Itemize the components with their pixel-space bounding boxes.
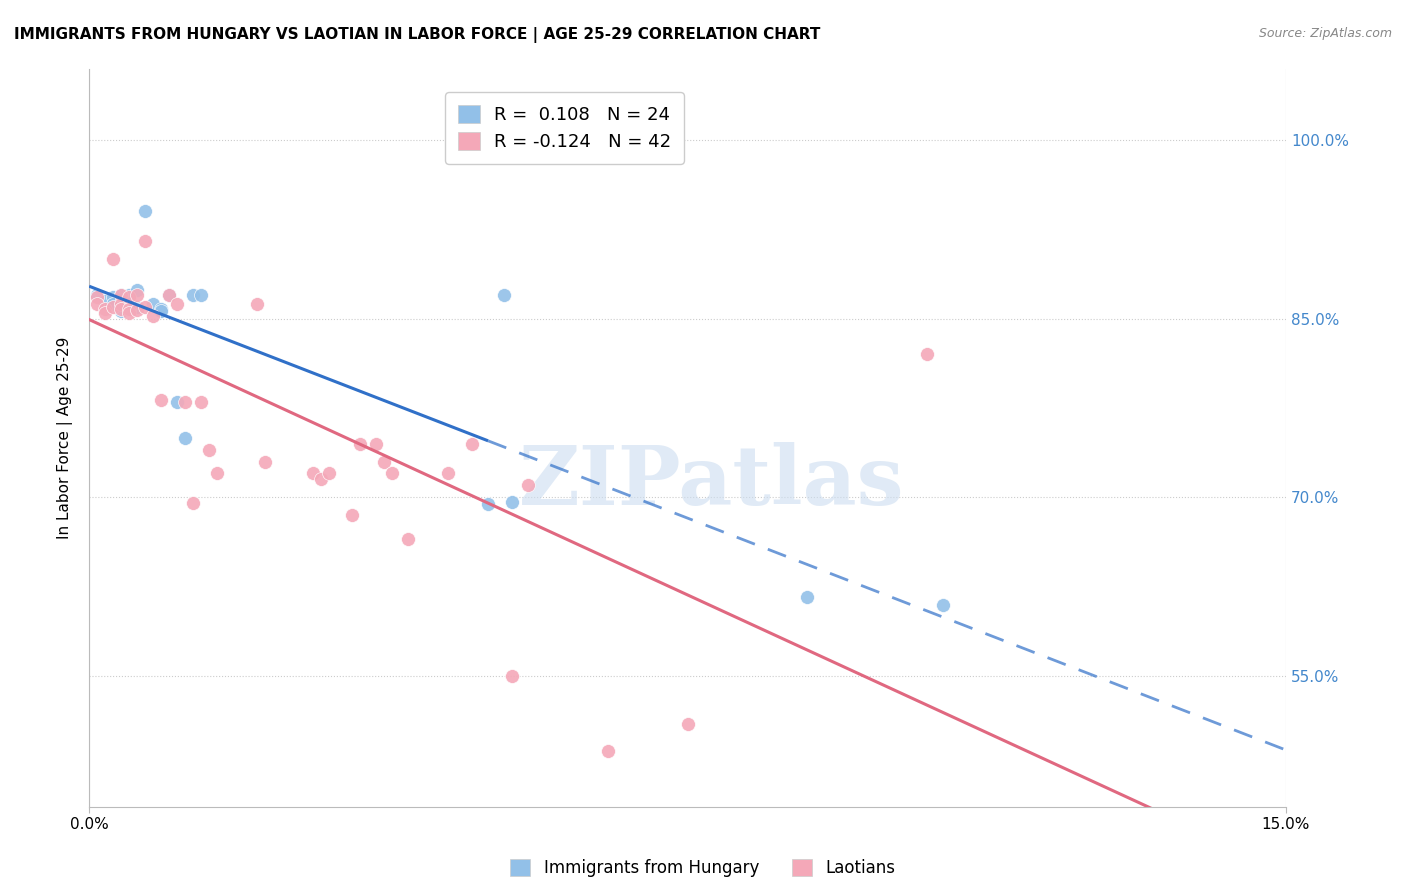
Point — [118, 290, 141, 304]
Point — [501, 669, 523, 683]
Point — [492, 288, 515, 302]
Point — [461, 436, 484, 450]
Point — [142, 297, 165, 311]
Point — [477, 498, 499, 512]
Point — [174, 431, 197, 445]
Point — [676, 716, 699, 731]
Point — [110, 297, 132, 311]
Point — [349, 436, 371, 450]
Point — [190, 395, 212, 409]
Y-axis label: In Labor Force | Age 25-29: In Labor Force | Age 25-29 — [58, 336, 73, 539]
Point — [190, 288, 212, 302]
Text: IMMIGRANTS FROM HUNGARY VS LAOTIAN IN LABOR FORCE | AGE 25-29 CORRELATION CHART: IMMIGRANTS FROM HUNGARY VS LAOTIAN IN LA… — [14, 27, 821, 43]
Point — [110, 302, 132, 317]
Point — [125, 288, 148, 302]
Point — [101, 252, 124, 266]
Point — [118, 302, 141, 317]
Point — [366, 436, 388, 450]
Point — [101, 290, 124, 304]
Point — [110, 288, 132, 302]
Point — [142, 310, 165, 324]
Point — [157, 288, 180, 302]
Point — [149, 392, 172, 407]
Point — [94, 302, 117, 317]
Point — [86, 288, 108, 302]
Point — [596, 744, 619, 758]
Legend: Immigrants from Hungary, Laotians: Immigrants from Hungary, Laotians — [503, 852, 903, 884]
Point — [915, 347, 938, 361]
Point — [134, 204, 156, 219]
Point — [205, 467, 228, 481]
Point — [125, 300, 148, 314]
Point — [932, 598, 955, 612]
Point — [501, 495, 523, 509]
Point — [110, 304, 132, 318]
Point — [134, 300, 156, 314]
Text: ZIPatlas: ZIPatlas — [519, 442, 904, 522]
Point — [157, 288, 180, 302]
Point — [118, 300, 141, 314]
Point — [437, 467, 460, 481]
Point — [118, 288, 141, 302]
Point — [309, 472, 332, 486]
Point — [342, 508, 364, 523]
Point — [166, 297, 188, 311]
Point — [373, 454, 395, 468]
Point — [110, 288, 132, 302]
Point — [86, 290, 108, 304]
Point — [381, 467, 404, 481]
Point — [246, 297, 269, 311]
Point — [253, 454, 276, 468]
Point — [517, 478, 540, 492]
Point — [134, 234, 156, 248]
Point — [174, 395, 197, 409]
Text: Source: ZipAtlas.com: Source: ZipAtlas.com — [1258, 27, 1392, 40]
Point — [125, 303, 148, 318]
Point — [796, 591, 818, 605]
Point — [166, 395, 188, 409]
Point — [149, 302, 172, 317]
Point — [198, 442, 221, 457]
Point — [101, 300, 124, 314]
Point — [118, 306, 141, 320]
Point — [94, 306, 117, 320]
Point — [318, 467, 340, 481]
Point — [86, 297, 108, 311]
Point — [301, 467, 323, 481]
Point — [101, 297, 124, 311]
Point — [181, 496, 204, 510]
Point — [181, 288, 204, 302]
Point — [94, 293, 117, 308]
Point — [125, 283, 148, 297]
Point — [396, 532, 419, 546]
Legend: R =  0.108   N = 24, R = -0.124   N = 42: R = 0.108 N = 24, R = -0.124 N = 42 — [446, 92, 683, 163]
Point — [149, 304, 172, 318]
